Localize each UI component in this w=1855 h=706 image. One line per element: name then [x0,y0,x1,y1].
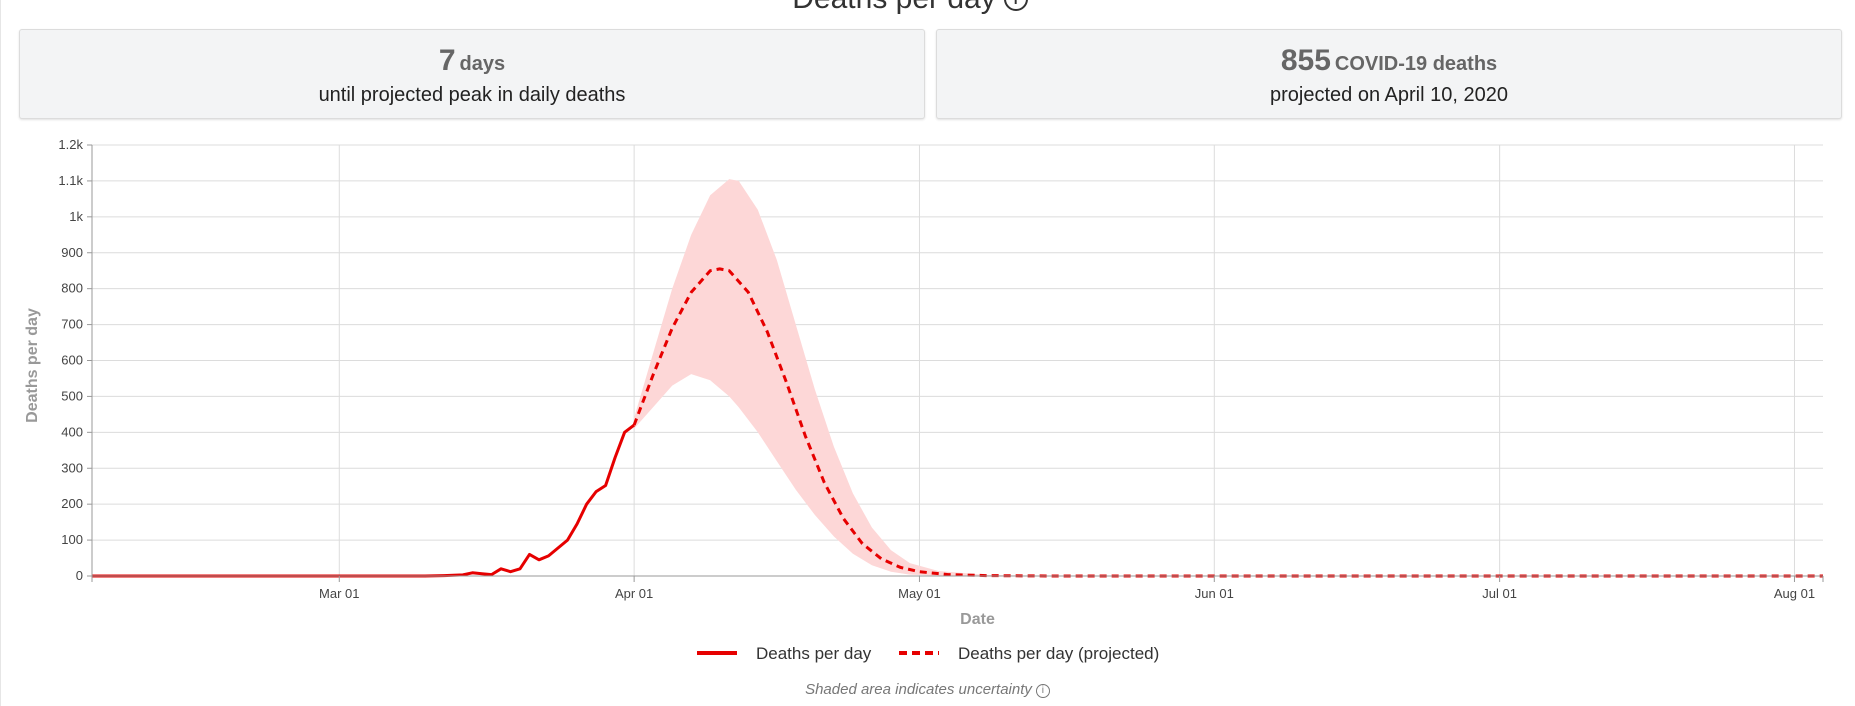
y-tick-label: 500 [61,388,83,403]
legend-label-projected: Deaths per day (projected) [958,644,1159,663]
x-tick-label: Aug 01 [1774,586,1815,601]
footnote-info-icon[interactable]: i [1035,684,1050,698]
peak-deaths-value: 855 [1280,44,1331,77]
legend-label-actual: Deaths per day [756,644,872,663]
y-tick-label: 300 [61,460,83,475]
peak-deaths-card: 855 COVID-19 deaths projected on April 10… [936,29,1842,119]
uncertainty-footnote-text: Shaded area indicates uncertainty [805,681,1032,698]
y-tick-label: 0 [76,568,83,583]
legend-item-projected: Deaths per day (projected) [899,644,1159,663]
peak-days-caption: until projected peak in daily deaths [318,84,626,106]
peak-days-card: 7 days until projected peak in daily deat… [19,29,925,119]
x-tick-label: Apr 01 [615,586,653,601]
y-tick-label: 700 [61,317,83,332]
legend-item-actual: Deaths per day [697,644,872,663]
uncertainty-footnote: Shaded area indicates uncertainty i [0,681,1855,698]
chart-title-text: Deaths per day [792,0,995,15]
y-tick-label: 200 [61,496,83,511]
deaths-per-day-chart[interactable]: 0 100 200 300 400 500 600 700 800 900 1k 1.1k 1.2k Ma… [0,130,1855,675]
uncertainty-band [634,179,1053,576]
page-left-border [0,0,1,706]
info-icon[interactable]: i [1003,0,1028,11]
actual-deaths-line [92,423,636,578]
y-tick-label: 600 [61,353,83,368]
projected-deaths-line [632,267,1823,578]
y-axis-title: Deaths per day [24,308,41,423]
y-tick-label: 900 [61,245,83,260]
peak-deaths-unit: COVID-19 deaths [1334,53,1498,75]
peak-days-unit: days [459,53,506,75]
peak-days-value: 7 [438,44,456,77]
axes: 0 100 200 300 400 500 600 700 800 900 1k 1.1k 1.2k Ma… [24,137,1824,628]
x-axis-title: Date [960,611,995,628]
y-tick-label: 1.1k [58,173,83,188]
legend: Deaths per day Deaths per day (projected) [697,644,1159,663]
y-tick-label: 100 [61,532,83,547]
grid-lines [92,144,1823,577]
chart-title: Deaths per day i [0,0,1820,16]
x-tick-label: Jul 01 [1482,586,1517,601]
uncertainty-band-layer [634,179,1053,576]
peak-deaths-headline: 855 COVID-19 deaths [937,44,1841,78]
y-tick-label: 800 [61,281,83,296]
peak-days-headline: 7 days [20,44,924,78]
x-tick-label: Mar 01 [319,586,359,601]
y-tick-label: 1.2k [58,137,83,152]
peak-deaths-caption: projected on April 10, 2020 [1270,84,1508,106]
x-tick-label: May 01 [898,586,941,601]
y-tick-label: 400 [61,424,83,439]
series-layer [92,267,1823,578]
x-tick-label: Jun 01 [1195,586,1234,601]
y-tick-label: 1k [69,209,83,224]
